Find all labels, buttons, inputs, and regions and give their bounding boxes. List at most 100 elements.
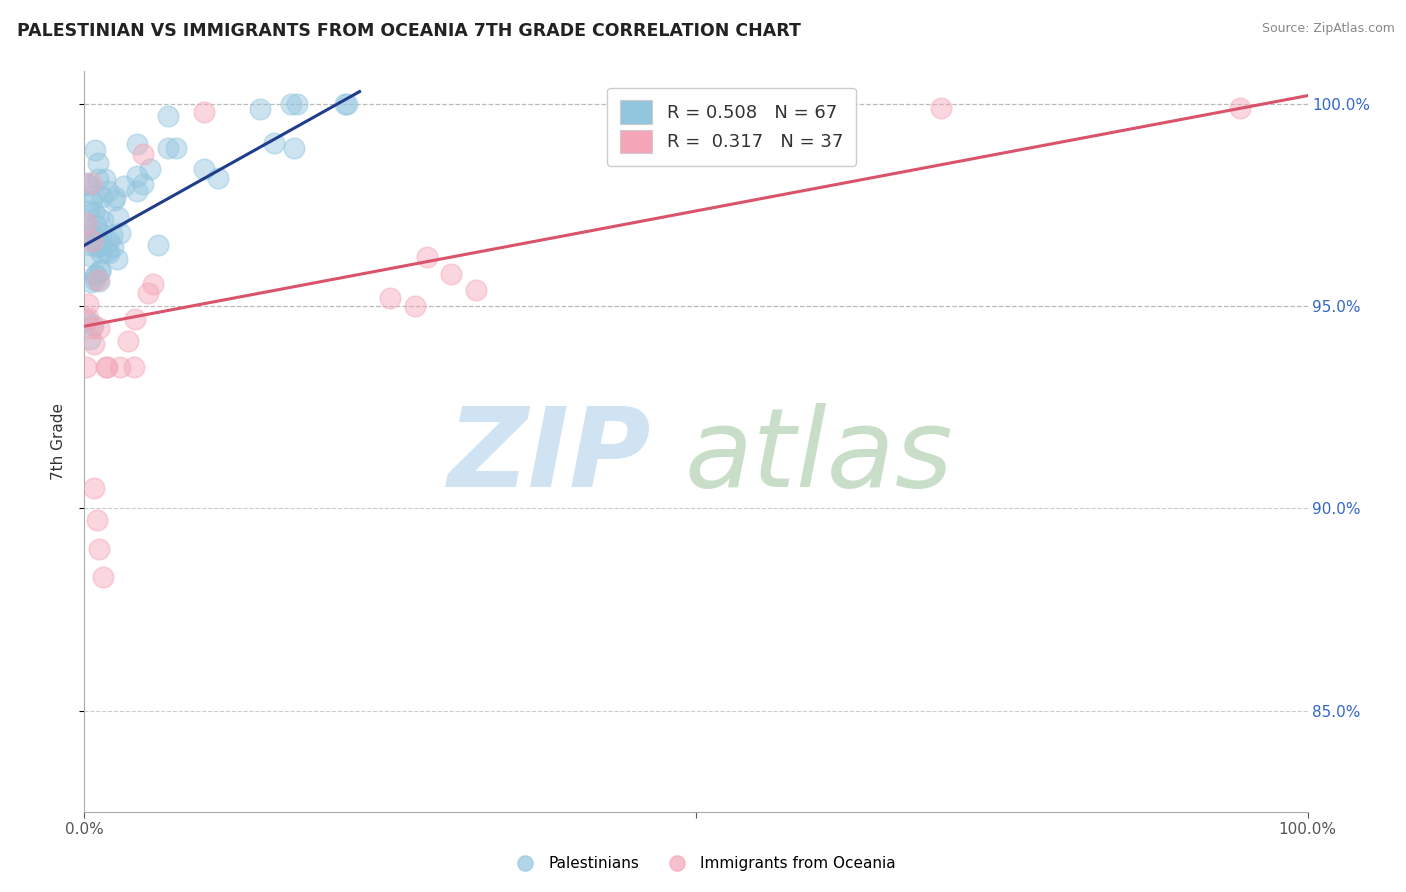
Point (75, 216, 97, 230)
Point (112, 179, 135, 194)
Point (79, 238, 101, 252)
Point (122, 359, 145, 374)
Point (91, 212, 114, 227)
Point (96, 359, 118, 374)
Point (104, 189, 127, 203)
Point (132, 177, 155, 191)
Point (83, 337, 105, 351)
Point (157, 141, 180, 155)
Point (75, 176, 97, 190)
Point (103, 193, 125, 207)
Point (90, 227, 112, 241)
Point (83, 143, 105, 157)
Point (97, 234, 120, 248)
Point (75, 215, 97, 229)
Point (75, 313, 97, 327)
Point (82, 321, 104, 335)
Point (97, 184, 120, 198)
Point (77, 204, 100, 219)
Point (1229, 101, 1251, 115)
Point (83, 481, 105, 495)
Point (86, 156, 108, 170)
Point (101, 228, 124, 243)
Point (86, 513, 108, 527)
Point (79, 332, 101, 346)
Point (404, 299, 426, 313)
Point (75, 227, 97, 241)
Point (89, 264, 111, 278)
Point (76, 296, 98, 310)
Point (125, 184, 148, 198)
Point (142, 277, 165, 291)
Point (127, 136, 149, 151)
Point (929, 101, 952, 115)
Point (93, 172, 115, 186)
Point (86, 240, 108, 254)
Text: ZIP: ZIP (447, 403, 651, 510)
Point (82, 318, 104, 332)
Y-axis label: 7th Grade: 7th Grade (51, 403, 66, 480)
Point (87, 272, 110, 286)
Point (165, 141, 187, 155)
Point (464, 283, 486, 297)
Point (193, 104, 215, 119)
Point (96, 359, 118, 374)
Point (333, 96, 356, 111)
Point (90, 190, 112, 204)
Point (110, 359, 132, 374)
Point (249, 102, 271, 116)
Text: atlas: atlas (683, 403, 953, 510)
Point (75, 359, 97, 374)
Point (157, 109, 180, 123)
Point (416, 251, 439, 265)
Point (82, 234, 104, 248)
Point (84, 273, 107, 287)
Point (101, 240, 124, 254)
Point (136, 285, 159, 300)
Point (107, 211, 129, 225)
Point (280, 96, 302, 111)
Point (86, 218, 108, 232)
Point (283, 141, 305, 155)
Point (89, 262, 111, 277)
Point (440, 267, 463, 281)
Point (139, 162, 162, 177)
Point (91, 570, 114, 584)
Point (84, 268, 107, 283)
Text: Source: ZipAtlas.com: Source: ZipAtlas.com (1261, 22, 1395, 36)
Point (132, 147, 155, 161)
Point (207, 171, 229, 186)
Text: PALESTINIAN VS IMMIGRANTS FROM OCEANIA 7TH GRADE CORRELATION CHART: PALESTINIAN VS IMMIGRANTS FROM OCEANIA 7… (17, 22, 801, 40)
Point (90, 246, 112, 260)
Point (87, 210, 110, 224)
Point (87, 541, 110, 556)
Point (83, 205, 105, 219)
Point (193, 162, 215, 177)
Point (80, 275, 103, 289)
Point (105, 252, 128, 266)
Point (336, 96, 359, 111)
Point (80, 194, 103, 209)
Point (108, 226, 131, 240)
Point (80, 249, 103, 263)
Legend: Palestinians, Immigrants from Oceania: Palestinians, Immigrants from Oceania (503, 850, 903, 877)
Point (127, 169, 149, 184)
Point (380, 291, 402, 305)
Point (79, 178, 101, 193)
Point (96, 244, 118, 259)
Point (83, 268, 105, 282)
Point (117, 334, 139, 348)
Point (77, 311, 100, 326)
Point (83, 188, 105, 202)
Legend: R = 0.508   N = 67, R =  0.317   N = 37: R = 0.508 N = 67, R = 0.317 N = 37 (607, 87, 856, 166)
Point (807, 101, 830, 115)
Point (146, 237, 169, 252)
Point (87, 274, 110, 288)
Point (263, 136, 285, 151)
Point (86, 235, 108, 249)
Point (285, 96, 308, 111)
Point (98, 246, 121, 260)
Point (89, 321, 111, 335)
Point (84, 230, 107, 244)
Point (90, 238, 112, 252)
